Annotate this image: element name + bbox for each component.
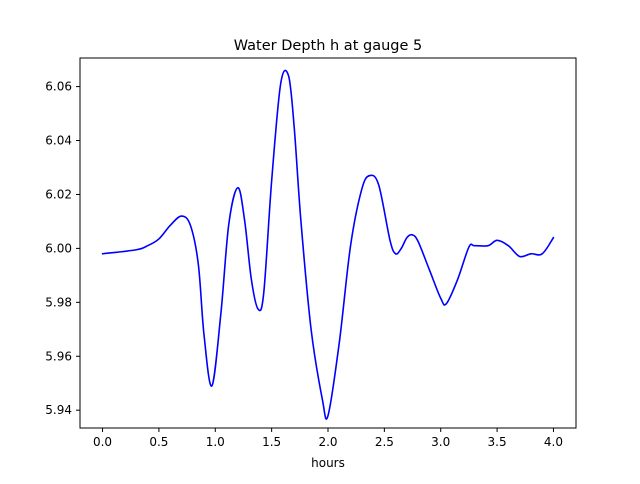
y-tick-label: 6.06 (45, 80, 72, 94)
y-tick-label: 6.04 (45, 134, 72, 148)
chart-title: Water Depth h at gauge 5 (234, 38, 422, 54)
x-tick-label: 4.0 (544, 435, 563, 449)
plot-frame (79, 57, 577, 429)
y-tick-label: 5.98 (45, 295, 72, 309)
x-tick-label: 0.5 (149, 435, 168, 449)
x-tick-label: 1.0 (206, 435, 225, 449)
x-axis-ticks: 0.0 0.5 1.0 1.5 2.0 2.5 3.0 3.5 4.0 (93, 428, 563, 449)
y-tick-label: 6.02 (45, 187, 72, 201)
y-axis-ticks: 5.94 5.96 5.98 6.00 6.02 6.04 6.06 (45, 80, 80, 417)
y-tick-label: 6.00 (45, 241, 72, 255)
y-tick-label: 5.96 (45, 349, 72, 363)
series-line (101, 69, 555, 420)
x-tick-label: 3.5 (488, 435, 507, 449)
x-tick-label: 2.0 (318, 435, 337, 449)
x-tick-label: 1.5 (262, 435, 281, 449)
x-tick-label: 0.0 (93, 435, 112, 449)
series-layer (101, 69, 555, 420)
x-axis-title: hours (311, 456, 345, 470)
y-tick-label: 5.94 (45, 403, 72, 417)
x-tick-label: 2.5 (375, 435, 394, 449)
x-tick-label: 3.0 (431, 435, 450, 449)
